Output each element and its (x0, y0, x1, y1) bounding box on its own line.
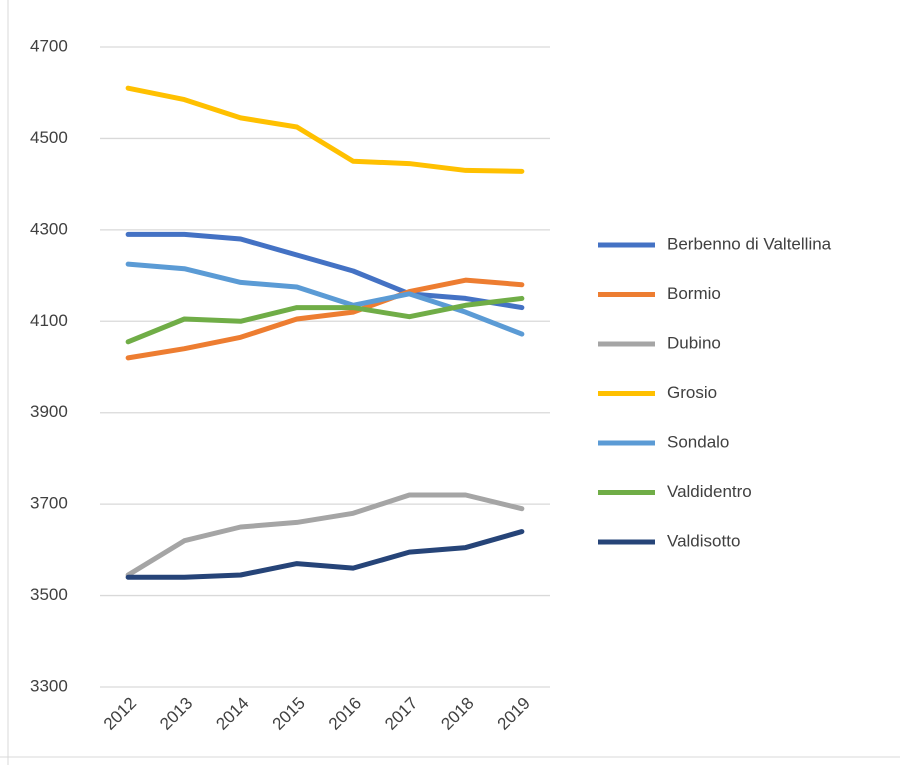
x-tick-label: 2016 (325, 694, 365, 734)
legend-label: Dubino (667, 333, 721, 352)
y-tick-label: 4100 (30, 311, 68, 330)
x-tick-label: 2019 (494, 694, 534, 734)
series-line (125, 277, 525, 361)
x-tick-label: 2013 (156, 694, 196, 734)
x-tick-label: 2015 (269, 694, 309, 734)
x-tick-label: 2014 (212, 694, 252, 734)
series-line (125, 295, 525, 345)
series-line (125, 529, 525, 580)
y-tick-label: 3700 (30, 494, 68, 513)
legend-label: Berbenno di Valtellina (667, 234, 832, 253)
y-tick-label: 4300 (30, 219, 68, 238)
legend-label: Valdidentro (667, 482, 752, 501)
y-tick-label: 4700 (30, 36, 68, 55)
legend-label: Valdisotto (667, 531, 740, 550)
series-line (125, 231, 525, 311)
x-tick-label: 2017 (381, 694, 421, 734)
x-tick-label: 2018 (437, 694, 477, 734)
legend-label: Bormio (667, 284, 721, 303)
series-line (125, 85, 525, 174)
legend-label: Sondalo (667, 432, 729, 451)
x-tick-label: 2012 (100, 694, 140, 734)
y-tick-label: 3900 (30, 402, 68, 421)
y-tick-label: 4500 (30, 128, 68, 147)
legend-label: Grosio (667, 383, 717, 402)
y-tick-label: 3300 (30, 676, 68, 695)
series-line (125, 492, 525, 578)
y-tick-label: 3500 (30, 585, 68, 604)
